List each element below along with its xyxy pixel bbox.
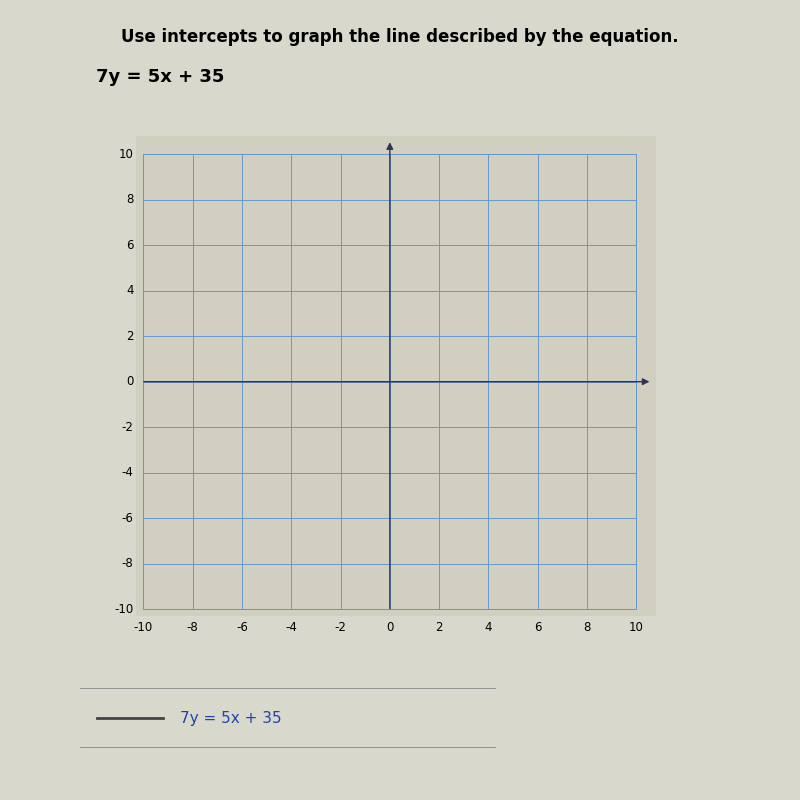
Text: -6: -6	[122, 512, 134, 525]
Text: 8: 8	[126, 193, 134, 206]
Text: 7y = 5x + 35: 7y = 5x + 35	[96, 68, 224, 86]
Text: 4: 4	[126, 284, 134, 297]
Text: 6: 6	[126, 238, 134, 252]
Text: Use intercepts to graph the line described by the equation.: Use intercepts to graph the line describ…	[121, 28, 679, 46]
Text: -8: -8	[187, 621, 198, 634]
Text: -4: -4	[122, 466, 134, 479]
Text: -2: -2	[334, 621, 346, 634]
Text: 7y = 5x + 35: 7y = 5x + 35	[180, 710, 282, 726]
Text: 0: 0	[126, 375, 134, 388]
FancyBboxPatch shape	[78, 688, 498, 748]
Text: 6: 6	[534, 621, 542, 634]
Text: -10: -10	[134, 621, 153, 634]
Text: 0: 0	[386, 621, 394, 634]
Text: 2: 2	[435, 621, 443, 634]
Text: -4: -4	[286, 621, 297, 634]
Text: -10: -10	[114, 602, 134, 616]
Text: -8: -8	[122, 557, 134, 570]
Text: 10: 10	[118, 148, 134, 161]
Text: 8: 8	[583, 621, 590, 634]
Text: 4: 4	[485, 621, 492, 634]
Text: -2: -2	[122, 421, 134, 434]
Text: -6: -6	[236, 621, 248, 634]
Text: 2: 2	[126, 330, 134, 342]
Text: 10: 10	[629, 621, 644, 634]
